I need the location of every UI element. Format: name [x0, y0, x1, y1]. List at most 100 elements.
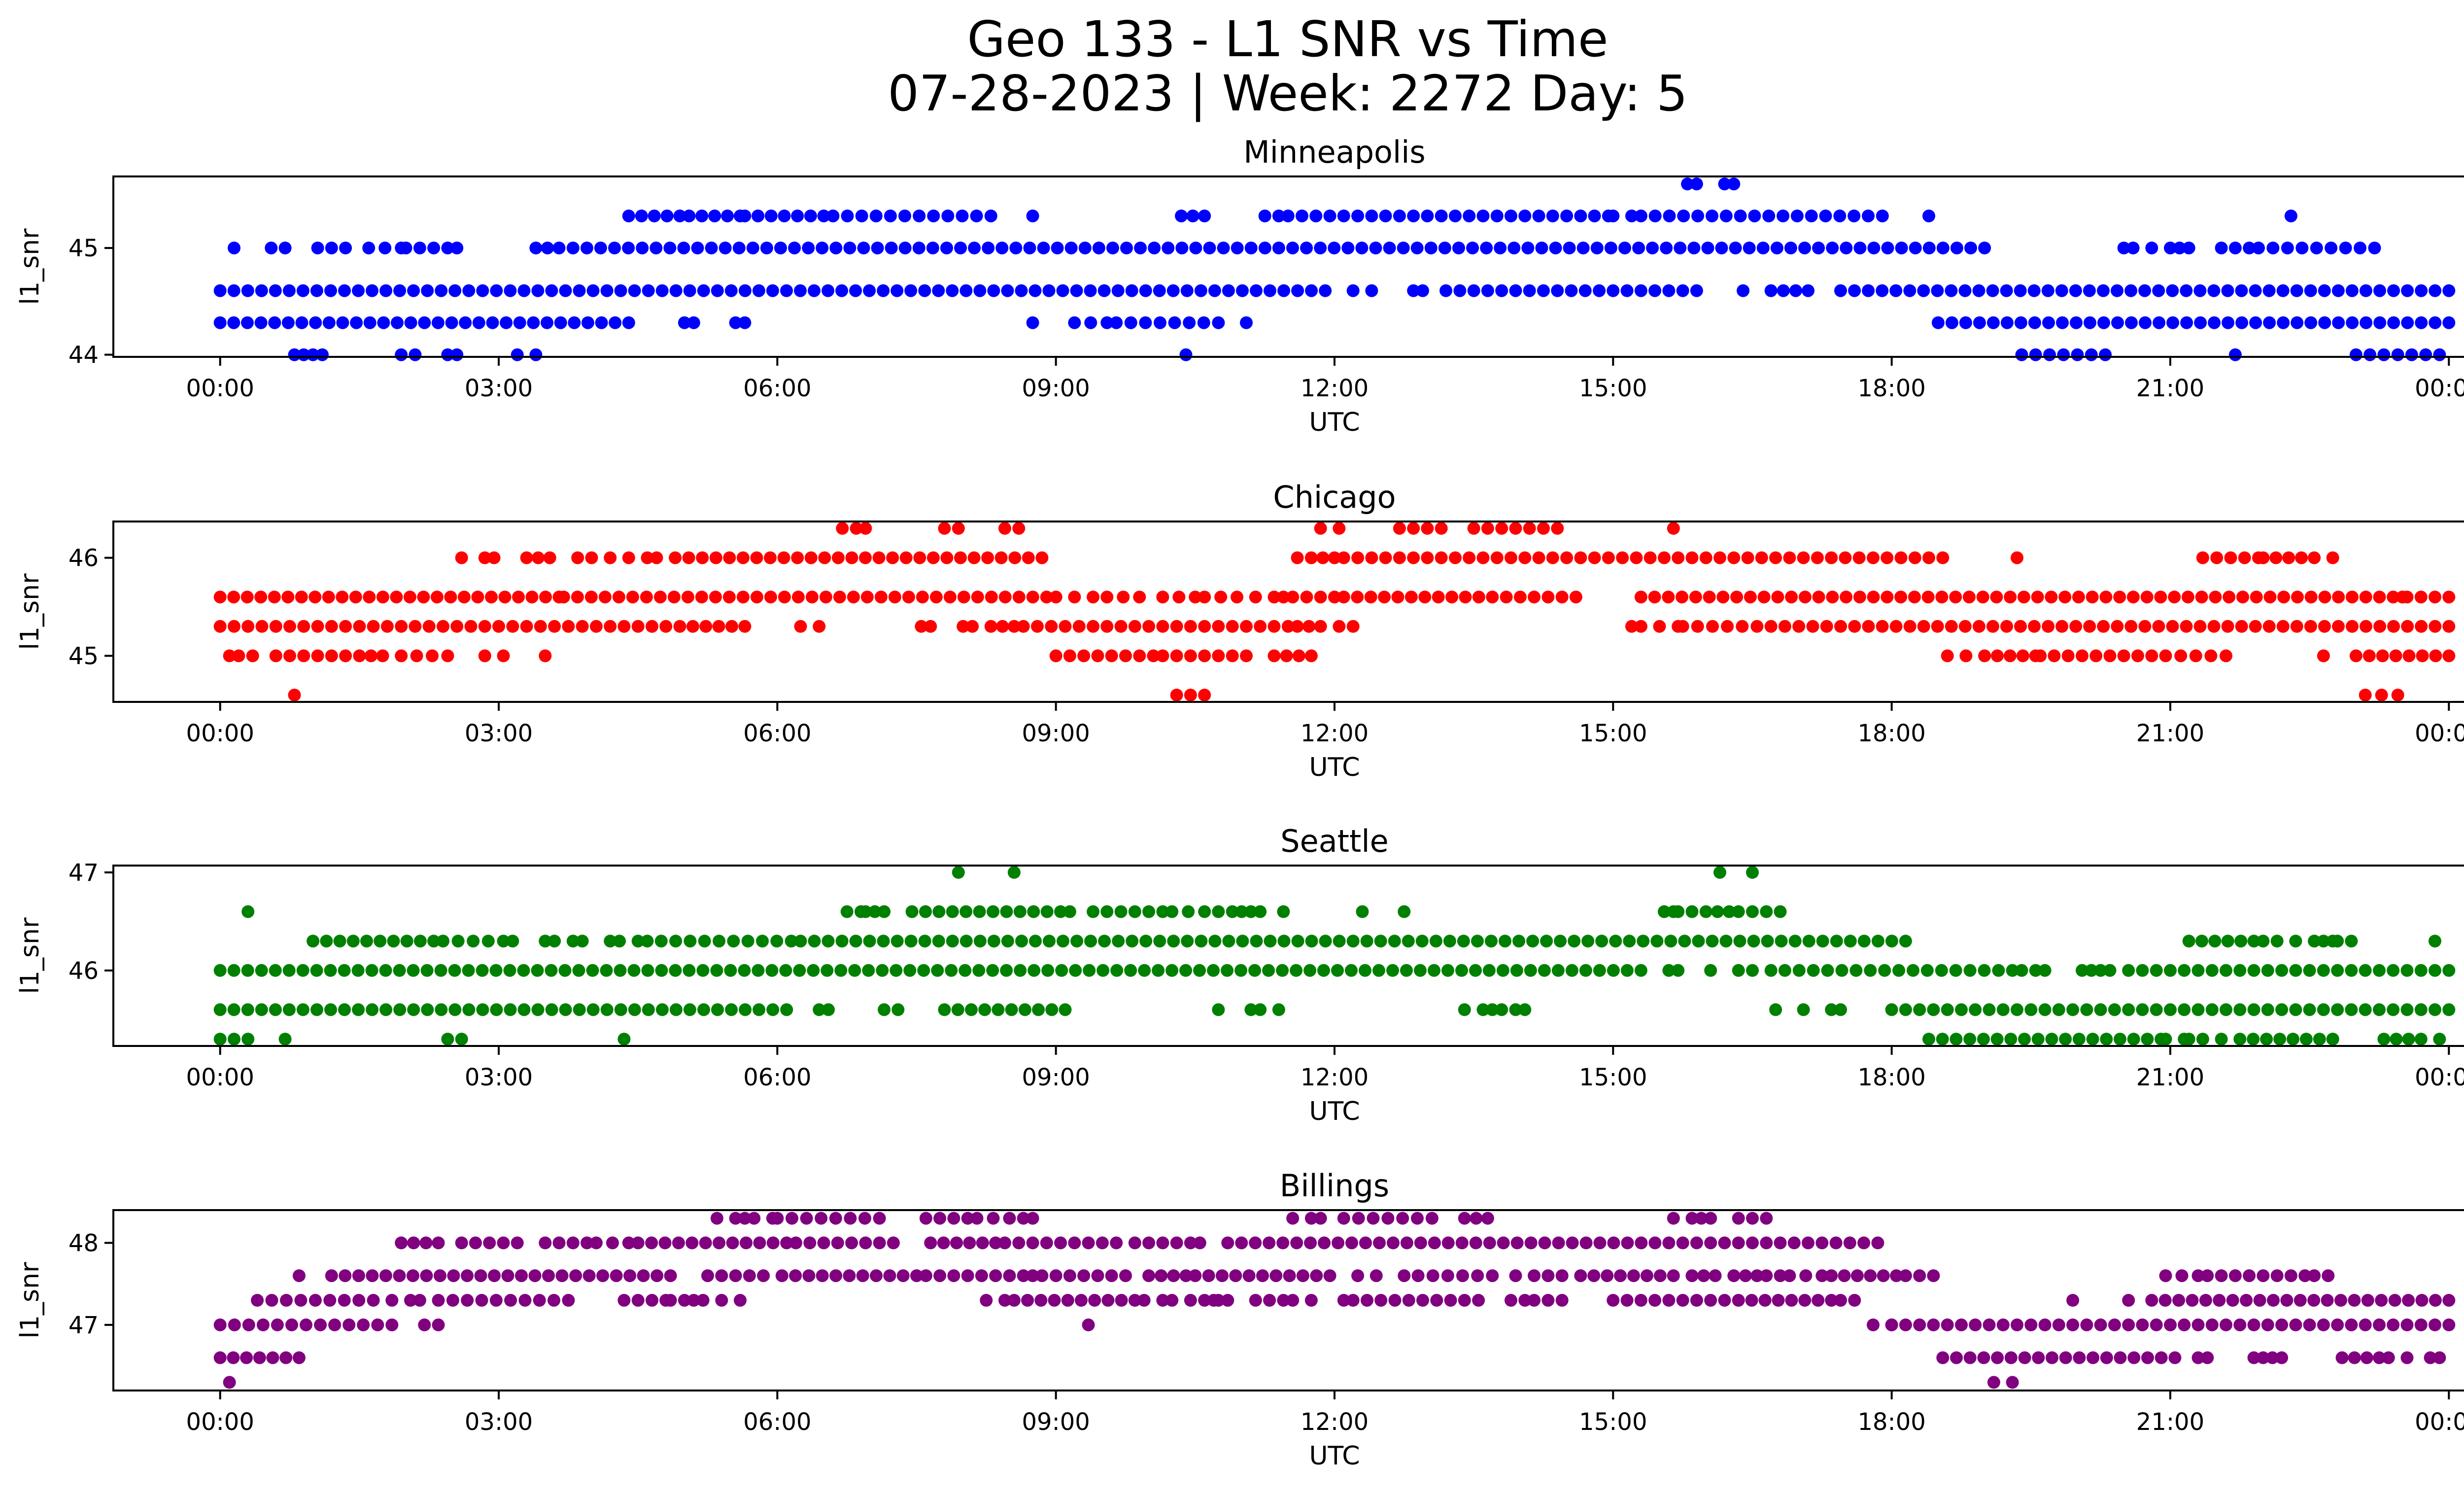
- data-point: [834, 964, 848, 977]
- data-point: [1509, 1003, 1522, 1016]
- data-point: [2043, 348, 2056, 361]
- data-point: [2094, 1003, 2107, 1016]
- data-point: [1625, 620, 1638, 633]
- data-point: [2111, 316, 2124, 329]
- data-point: [2345, 1318, 2358, 1331]
- data-point: [1272, 209, 1285, 223]
- data-point: [450, 620, 464, 633]
- data-point: [339, 1269, 352, 1283]
- data-point: [1084, 284, 1097, 297]
- data-point: [1595, 935, 1608, 948]
- data-point: [1495, 522, 1508, 535]
- data-point: [1695, 1212, 1708, 1225]
- data-point: [1411, 1269, 1425, 1283]
- data-point: [1969, 1003, 1982, 1016]
- data-point: [1029, 935, 1042, 948]
- data-point: [1568, 935, 1581, 948]
- data-point: [2145, 649, 2158, 662]
- data-point: [1715, 242, 1728, 255]
- data-point: [829, 242, 843, 255]
- data-point: [282, 284, 296, 297]
- data-point: [2152, 620, 2165, 633]
- data-point: [1892, 964, 1906, 977]
- data-point: [1179, 348, 1193, 361]
- data-point: [1318, 1236, 1331, 1250]
- data-point: [1713, 551, 1726, 564]
- data-point: [2141, 1033, 2154, 1046]
- data-point: [1844, 935, 1857, 948]
- data-point: [802, 242, 815, 255]
- data-point: [1290, 1236, 1303, 1250]
- data-point: [933, 1269, 947, 1283]
- data-point: [777, 551, 790, 564]
- data-point: [2205, 964, 2219, 977]
- y-axis-label: l1_snr: [15, 228, 45, 305]
- data-point: [455, 1033, 468, 1046]
- data-point: [1283, 1269, 1296, 1283]
- data-point: [1277, 935, 1291, 948]
- data-point: [483, 1236, 496, 1250]
- data-point: [1059, 620, 1072, 633]
- data-point: [1936, 1033, 1949, 1046]
- data-point: [254, 316, 268, 329]
- data-point: [1732, 1294, 1745, 1307]
- data-point: [989, 1236, 1002, 1250]
- data-point: [1388, 1294, 1402, 1307]
- data-point: [987, 935, 1000, 948]
- data-point: [1319, 284, 1332, 297]
- data-point: [447, 1269, 460, 1283]
- data-point: [2289, 964, 2302, 977]
- data-point: [1825, 1269, 1838, 1283]
- data-point: [1481, 522, 1494, 535]
- data-point: [1333, 522, 1346, 535]
- data-point: [1732, 905, 1745, 918]
- data-point: [1637, 935, 1650, 948]
- data-point: [2289, 1003, 2302, 1016]
- data-point: [1485, 935, 1498, 948]
- data-point: [364, 649, 377, 662]
- data-point: [1087, 620, 1100, 633]
- data-point: [1876, 620, 1889, 633]
- data-point: [1110, 316, 1123, 329]
- data-point: [1021, 1294, 1034, 1307]
- data-point: [2260, 1033, 2273, 1046]
- data-point: [1481, 1212, 1494, 1225]
- data-point: [766, 1236, 780, 1250]
- data-point: [752, 209, 765, 223]
- data-point: [1455, 964, 1468, 977]
- data-point: [1114, 905, 1128, 918]
- data-point: [1212, 1294, 1225, 1307]
- data-point: [2166, 620, 2179, 633]
- data-point: [1341, 242, 1355, 255]
- data-point: [2349, 348, 2362, 361]
- data-point: [279, 1351, 293, 1364]
- data-point: [1977, 1033, 1990, 1046]
- x-tick-label: 18:00: [1857, 720, 1925, 747]
- x-tick-label: 03:00: [465, 1408, 533, 1436]
- data-point: [2094, 1318, 2107, 1331]
- data-point: [213, 591, 227, 604]
- data-point: [2076, 964, 2088, 977]
- data-point: [1972, 620, 1985, 633]
- data-point: [653, 591, 667, 604]
- data-point: [2086, 1033, 2099, 1046]
- data-point: [972, 964, 986, 977]
- data-point: [1184, 689, 1197, 702]
- data-point: [432, 1294, 445, 1307]
- data-point: [240, 591, 254, 604]
- data-point: [1936, 551, 1950, 564]
- data-point: [859, 1236, 872, 1250]
- data-point: [2213, 1294, 2226, 1307]
- data-point: [1212, 620, 1225, 633]
- data-point: [2402, 649, 2416, 662]
- data-point: [682, 551, 695, 564]
- data-point: [2099, 591, 2113, 604]
- data-point: [2287, 1033, 2299, 1046]
- data-point: [486, 316, 499, 329]
- data-point: [2099, 348, 2112, 361]
- data-point: [1864, 1269, 1877, 1283]
- data-point: [2145, 242, 2158, 255]
- series-points: [213, 522, 2456, 702]
- data-point: [1941, 649, 1954, 662]
- data-point: [723, 551, 736, 564]
